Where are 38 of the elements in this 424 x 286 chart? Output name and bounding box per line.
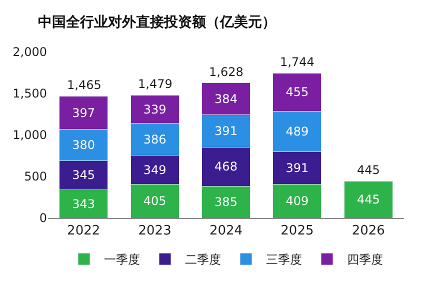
x-tick-label: 2023: [138, 224, 172, 239]
data-label: 391: [286, 160, 309, 175]
data-label: 385: [214, 195, 238, 210]
data-label: 445: [356, 192, 380, 207]
data-label: 489: [286, 124, 309, 138]
legend-label: 三季度: [266, 252, 302, 267]
data-label: 391: [214, 124, 238, 138]
data-label: 405: [143, 194, 166, 208]
y-tick-label: 500: [24, 170, 47, 184]
total-label: 445: [357, 163, 380, 177]
x-tick-label: 2025: [280, 224, 314, 239]
x-tick-label: 2022: [67, 224, 100, 239]
chart-title: 中国全行业对外直接投资额（亿美元）: [38, 13, 276, 30]
data-label: 386: [143, 132, 166, 146]
x-tick-label: 2026: [352, 224, 385, 239]
y-tick-label: 1,000: [12, 128, 47, 142]
total-label: 1,465: [67, 78, 102, 92]
total-label: 1,744: [280, 55, 314, 69]
data-label: 339: [143, 102, 166, 116]
x-tick-label: 2024: [209, 224, 243, 239]
bar: [344, 180, 393, 218]
data-label: 349: [143, 162, 166, 177]
y-tick-label: 2,000: [12, 45, 47, 60]
data-label: 343: [72, 196, 96, 211]
data-label: 468: [214, 160, 238, 174]
data-label: 455: [286, 85, 309, 100]
legend-label: 二季度: [185, 252, 221, 267]
total-label: 1,479: [138, 77, 172, 91]
legend-label: 一季度: [104, 252, 140, 267]
data-label: 384: [214, 92, 238, 106]
y-tick-label: 0: [39, 211, 47, 226]
y-tick-label: 1,500: [12, 86, 47, 101]
data-label: 380: [72, 138, 96, 152]
data-label: 345: [72, 168, 96, 182]
data-label: 409: [286, 194, 309, 208]
data-label: 397: [72, 106, 96, 120]
total-label: 1,628: [209, 65, 244, 79]
legend-label: 四季度: [347, 252, 383, 267]
